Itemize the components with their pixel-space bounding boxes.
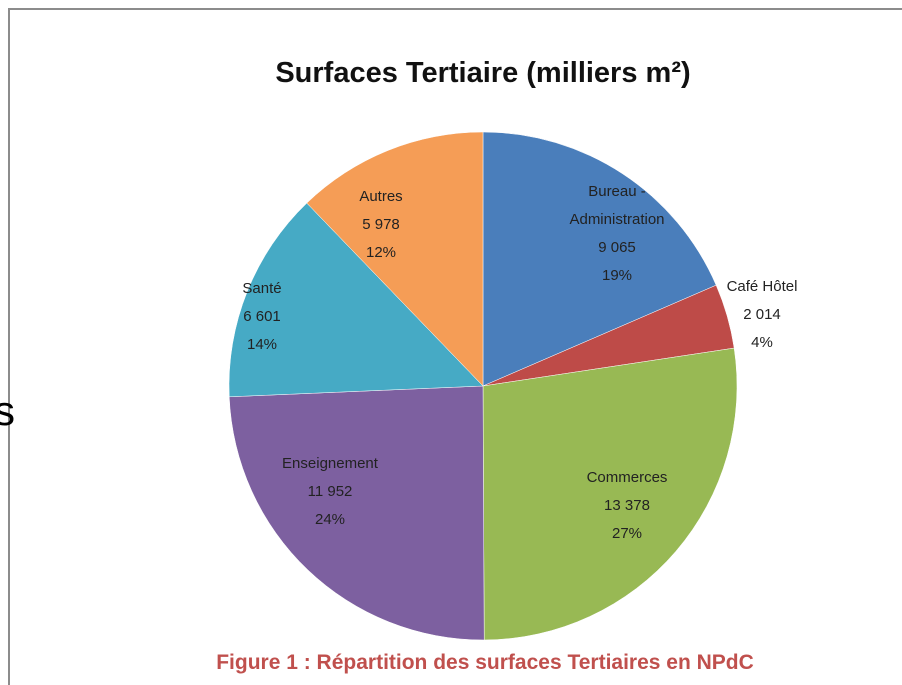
pie-slice [306,131,484,387]
pie-slice [228,385,485,641]
side-text: s [0,387,15,434]
data-label-line: Enseignement [282,455,378,472]
data-label-line: Café Hôtel [726,278,798,295]
data-label-line: Santé [242,280,282,297]
data-label: Bureau - Administration 9 065 19% [552,178,682,290]
data-label-line: 2 014 [743,306,781,323]
data-label-line: 12% [365,244,397,261]
data-label: Santé 6 601 14% [212,275,312,359]
pie-slice [228,202,484,398]
pie [228,131,738,641]
data-label: Autres 5 978 12% [331,183,431,267]
data-label: Commerces 13 378 27% [557,464,697,548]
data-label-line: Autres [359,188,403,205]
data-label-line: 4% [751,334,773,351]
data-label-line: 27% [611,525,643,542]
data-label: Café Hôtel 2 014 4% [707,273,817,357]
data-label: Enseignement 11 952 24% [260,450,400,534]
data-label-line: 24% [314,511,346,528]
data-label-line: 11 952 [307,483,353,500]
chart-title: Surfaces Tertiaire (milliers m²) [275,57,690,89]
pie-slice [482,347,738,641]
data-label-line: Commerces [586,469,668,486]
caption: Figure 1 : Répartition des surfaces Tert… [216,651,754,674]
data-label-line: 9 065 [598,239,636,256]
data-label-line: 6 601 [243,308,281,325]
data-label-line: 14% [246,336,278,353]
data-label-line: 5 978 [362,216,400,233]
data-label-line: 19% [601,267,633,284]
data-label-line: Bureau - Administration [569,183,665,228]
pie-slice [482,131,717,387]
data-label-line: 13 378 [604,497,650,514]
